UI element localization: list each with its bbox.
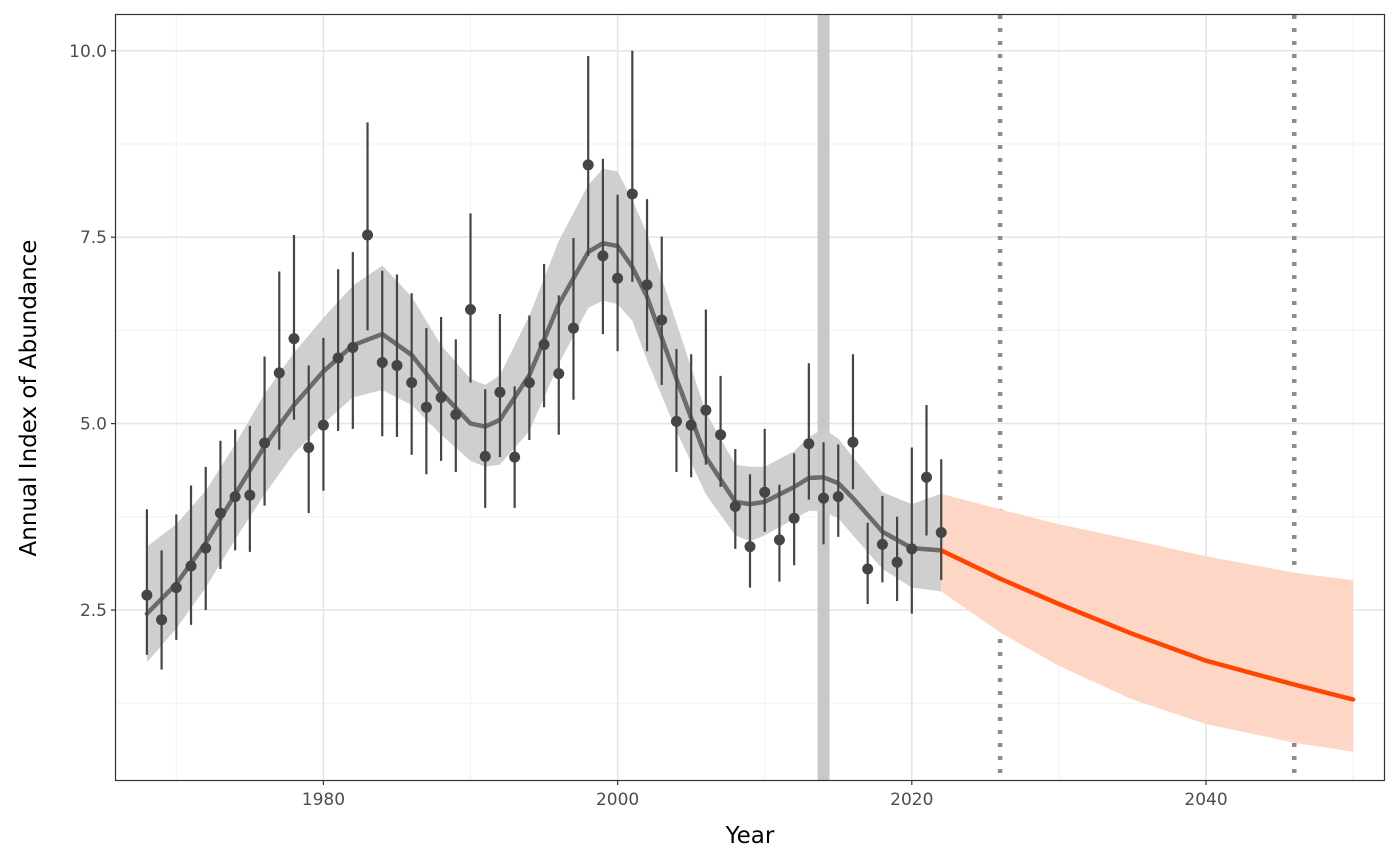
data-point [612,272,624,284]
x-axis: 1980 2000 2020 2040 [302,780,1228,810]
model-fit-band [146,168,942,663]
data-point [862,563,874,575]
projection-ribbon [941,493,1354,752]
observation-error-bars [145,50,943,670]
x-tick-label: 2000 [596,790,639,810]
y-tick-label: 5.0 [80,415,107,435]
data-point [803,438,815,450]
data-point [832,491,844,503]
data-point [391,359,403,371]
data-point [715,429,727,441]
data-point [891,556,903,568]
x-axis-title: Year [725,823,775,849]
data-point [259,437,271,449]
data-point [273,367,285,379]
projection-band [941,493,1354,752]
data-point [582,159,594,171]
data-point [567,322,579,334]
data-point [288,333,300,345]
y-tick-label: 10.0 [69,42,107,62]
data-point [156,614,168,626]
data-point [523,377,535,389]
data-point [553,368,565,380]
data-point [818,492,830,504]
data-point [465,304,477,316]
data-point [921,471,933,483]
data-point [641,279,653,291]
x-tick-label: 2040 [1184,790,1227,810]
data-point [450,409,462,421]
data-point [744,541,756,553]
data-point [700,404,712,416]
data-point [509,451,521,463]
data-point [317,419,329,431]
data-point [303,441,315,453]
data-point [185,560,197,572]
data-point [538,339,550,351]
data-point [626,188,638,200]
x-tick-label: 2020 [890,790,933,810]
data-point [200,542,212,554]
data-point [332,352,344,364]
projection-curve [938,548,1356,702]
data-point [170,582,182,594]
data-point [376,356,388,368]
data-point [214,507,226,519]
panel-border [114,13,1386,782]
data-point [406,377,418,389]
data-point [759,486,771,498]
data-point [670,415,682,427]
data-point [685,419,697,431]
y-tick-label: 2.5 [80,601,107,621]
data-point [362,229,374,241]
model-fit-ribbon [146,168,942,663]
x-tick-label: 1980 [302,790,345,810]
data-point [773,534,785,546]
observation-points [141,159,947,626]
data-point [435,392,447,403]
data-point [906,543,918,555]
data-point [876,538,888,550]
y-tick-label: 7.5 [80,228,107,248]
data-point [479,450,491,462]
data-point [229,491,241,503]
data-point [244,489,256,501]
data-point [494,386,506,398]
data-point [935,526,947,538]
projection-line [938,548,1356,702]
data-point [656,314,668,326]
y-axis: 2.5 5.0 7.5 10.0 [69,42,116,621]
data-point [347,342,359,354]
y-axis-title: Annual Index of Abundance [16,240,42,557]
data-point [847,436,859,448]
data-point [597,250,609,262]
data-point [729,500,741,512]
data-point [420,401,432,413]
data-point [141,589,153,601]
data-point [788,512,800,524]
